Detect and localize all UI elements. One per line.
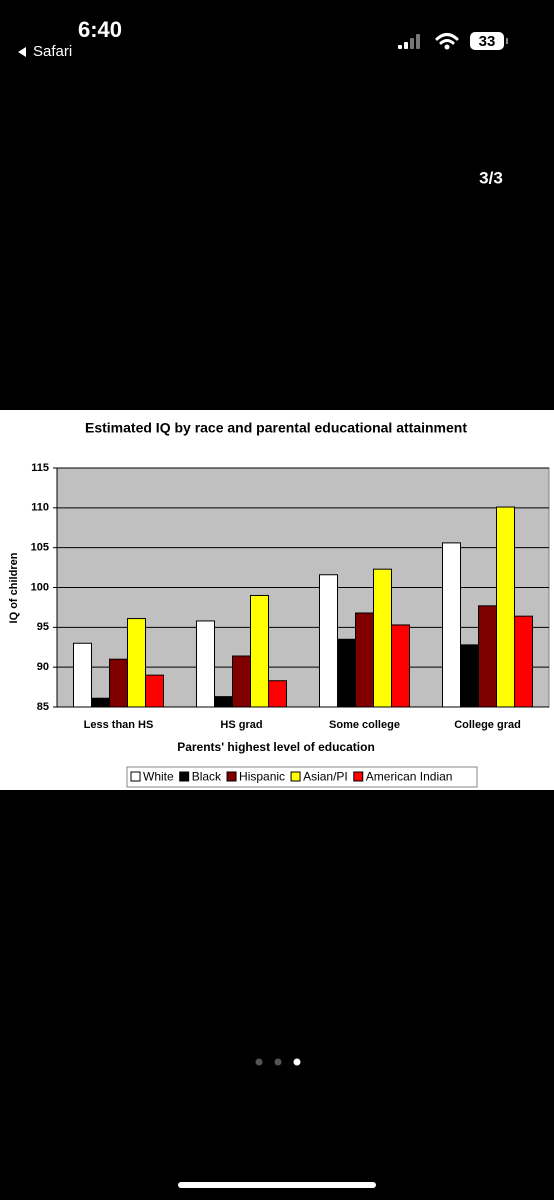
bar	[91, 697, 110, 708]
x-axis-title: Parents' highest level of education	[177, 740, 375, 754]
legend-box	[126, 766, 478, 788]
legend-swatch	[290, 771, 301, 782]
legend-label: Hispanic	[239, 770, 285, 784]
bar	[442, 542, 461, 708]
bar	[460, 644, 479, 708]
y-tick-label: 100	[31, 581, 49, 593]
status-time: 6:40	[78, 17, 122, 42]
bar	[73, 642, 92, 708]
bar	[145, 674, 164, 708]
home-indicator[interactable]	[178, 1182, 376, 1188]
legend-label: American Indian	[366, 770, 453, 784]
bar	[496, 506, 515, 708]
bar	[214, 696, 233, 708]
page-dot-active[interactable]	[293, 1058, 301, 1066]
bar	[514, 615, 533, 708]
chart-marks: 85 90 95 100 105 110 115 Less than HS HS grad Som…	[31, 462, 549, 731]
y-tick-label: 115	[31, 462, 49, 474]
bar	[268, 680, 287, 708]
bar	[109, 658, 128, 708]
back-label[interactable]: Safari	[33, 43, 72, 60]
bar	[355, 612, 374, 708]
legend-swatch	[130, 771, 141, 782]
battery-level: 33	[479, 33, 496, 50]
wifi	[435, 33, 459, 45]
battery	[470, 32, 504, 50]
y-tick-label: 110	[31, 502, 49, 514]
bar	[337, 638, 356, 708]
bar	[319, 574, 338, 708]
y-tick-label: 105	[31, 542, 49, 554]
legend-swatch	[179, 771, 190, 782]
x-tick-label: HS grad	[220, 719, 262, 731]
legend-label: Asian/PI	[303, 770, 348, 784]
y-tick-label: 90	[37, 661, 49, 673]
bar	[391, 624, 410, 708]
battery-tip	[506, 38, 508, 44]
wifi-dot	[444, 44, 450, 50]
chart-title: Estimated IQ by race and parental educat…	[85, 420, 467, 436]
bar	[478, 605, 497, 708]
bar	[127, 618, 146, 708]
legend-label: Black	[192, 770, 222, 784]
page-dot[interactable]	[274, 1058, 282, 1066]
x-tick-label: College grad	[454, 719, 521, 731]
back-arrow[interactable]	[18, 47, 26, 57]
signal	[398, 34, 420, 49]
legend-label: White	[143, 770, 174, 784]
page-indicator: 3/3	[479, 168, 503, 187]
legend: White Black Hispanic Asian/PI American India…	[130, 770, 453, 784]
page-dot[interactable]	[255, 1058, 263, 1066]
x-tick-label: Some college	[329, 719, 400, 731]
x-tick-label: Less than HS	[84, 719, 154, 731]
bar	[250, 594, 269, 708]
y-tick-label: 95	[37, 621, 49, 633]
bar	[196, 620, 215, 708]
bar	[373, 568, 392, 708]
y-tick-label: 85	[37, 701, 49, 713]
legend-swatch	[226, 771, 237, 782]
legend-swatch	[353, 771, 364, 782]
y-axis-title: IQ of children	[8, 552, 20, 623]
bar	[232, 655, 251, 708]
